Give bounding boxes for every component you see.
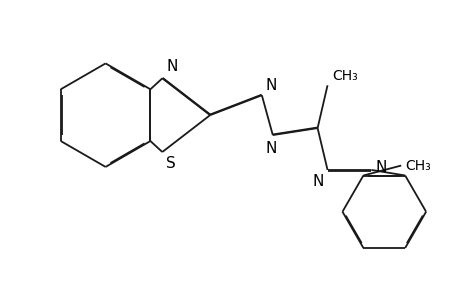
Text: N: N (375, 160, 386, 175)
Text: N: N (265, 78, 277, 93)
Text: S: S (166, 156, 176, 171)
Text: N: N (166, 59, 177, 74)
Text: CH₃: CH₃ (332, 69, 358, 83)
Text: N: N (312, 174, 323, 189)
Text: N: N (264, 141, 276, 156)
Text: CH₃: CH₃ (404, 159, 430, 172)
